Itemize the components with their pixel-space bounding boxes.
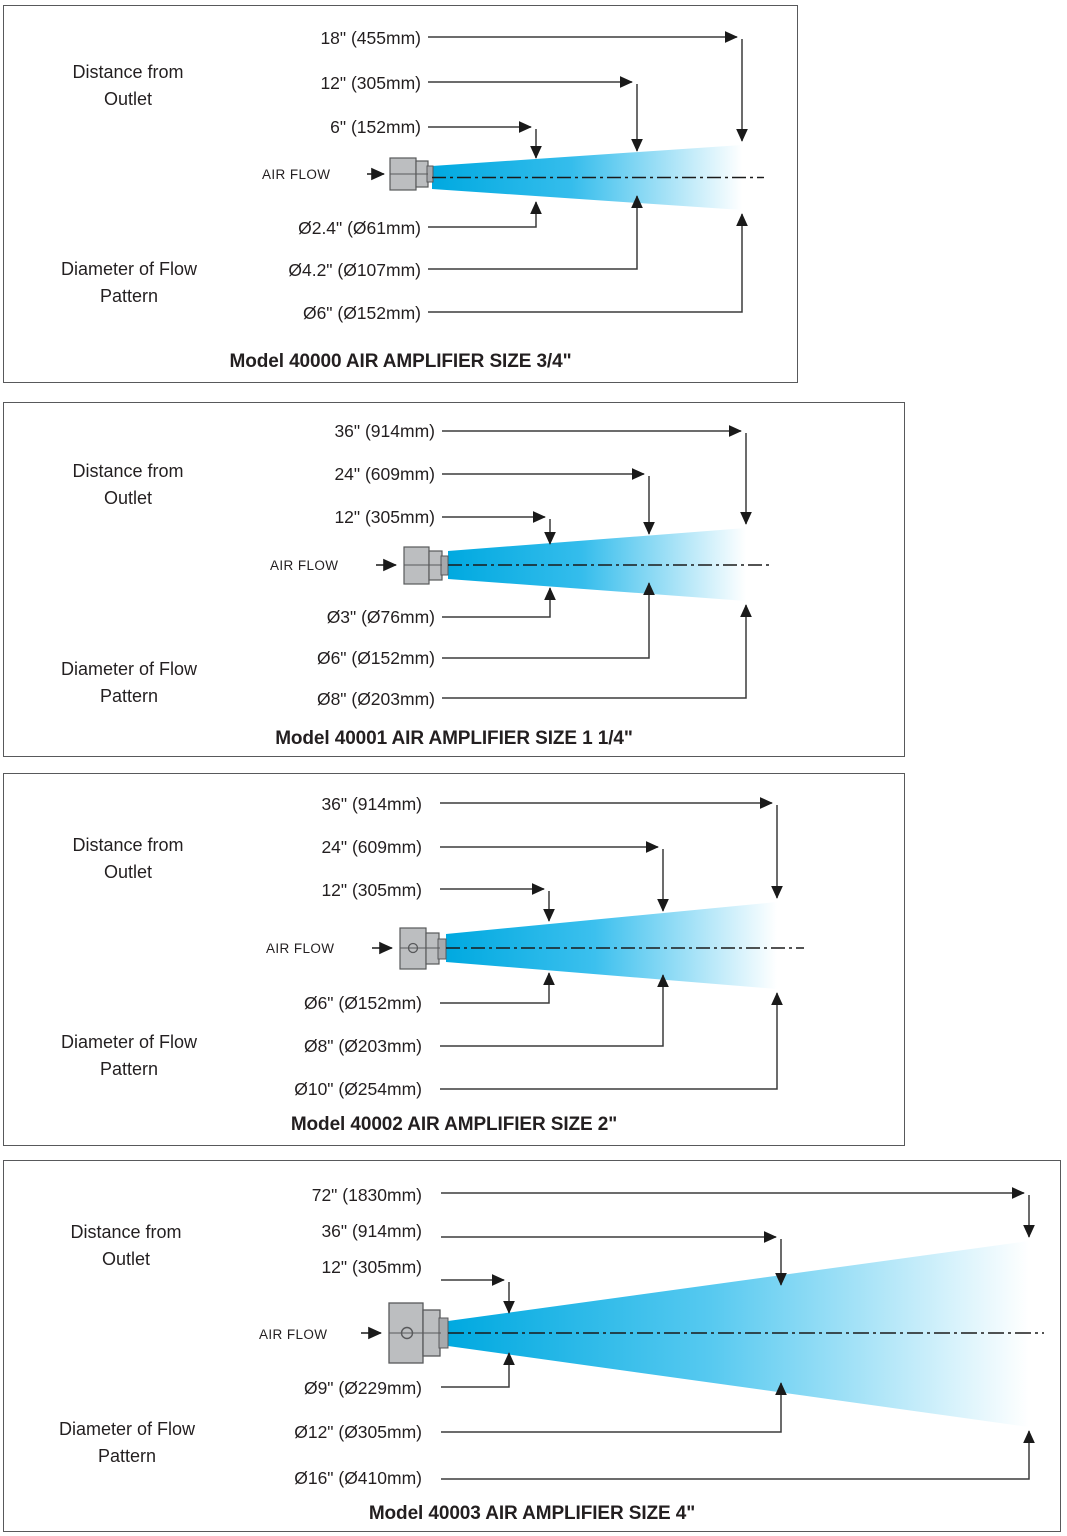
diameter-label-3: Ø6" (Ø152mm) (302, 303, 421, 323)
air-flow-plume (446, 902, 777, 989)
panel-2-drawing (376, 425, 770, 699)
group-label-distance: Distance from Outlet (72, 62, 184, 109)
leader-diameter-3 (442, 604, 752, 699)
panel-title: Model 40003 AIR AMPLIFIER SIZE 4" (368, 1503, 696, 1524)
distance-label-1: 72" (1830mm) (311, 1185, 422, 1205)
distance-label-2: 24" (609mm) (334, 464, 435, 484)
air-amplifier-nozzle (389, 157, 434, 191)
diameter-label-3: Ø8" (Ø203mm) (316, 689, 435, 709)
panel-model-40003: Distance from Outlet Diameter of Flow Pa… (3, 1160, 1061, 1532)
group-label-diameter: Diameter of Flow Pattern (60, 659, 198, 706)
diameter-label-1: Ø2.4" (Ø61mm) (298, 218, 421, 238)
leader-diameter-3 (440, 992, 783, 1090)
diameter-label-1: Ø9" (Ø229mm) (303, 1378, 422, 1398)
group-label-diameter: Diameter of Flow Pattern (60, 1032, 198, 1079)
air-amplifier-nozzle (403, 546, 449, 585)
leader-diameter-3 (428, 213, 748, 313)
leader-diameter-1 (428, 201, 542, 228)
diameter-label-3: Ø16" (Ø410mm) (294, 1468, 422, 1488)
leader-diameter-1 (441, 1352, 515, 1388)
group-label-distance: Distance from Outlet (72, 835, 184, 882)
airflow-label: AIR FLOW (259, 1327, 328, 1342)
panel-4-drawing (361, 1187, 1044, 1480)
panel-3-drawing (372, 797, 804, 1090)
air-flow-plume (448, 1241, 1029, 1427)
air-flow-plume (448, 528, 746, 601)
distance-label-2: 36" (914mm) (321, 1221, 422, 1241)
diameter-label-2: Ø8" (Ø203mm) (303, 1036, 422, 1056)
panel-model-40000: Distance from Outlet Diameter of Flow Pa… (3, 5, 798, 383)
leader-diameter-2 (442, 582, 655, 659)
panel-model-40002: Distance from Outlet Diameter of Flow Pa… (3, 773, 905, 1146)
air-amplifier-nozzle (399, 927, 447, 970)
group-label-diameter: Diameter of Flow Pattern (58, 1419, 196, 1466)
leader-diameter-3 (441, 1430, 1035, 1480)
group-label-diameter: Diameter of Flow Pattern (60, 259, 198, 306)
distance-label-1: 18" (455mm) (320, 28, 421, 48)
group-label-distance: Distance from Outlet (70, 1222, 182, 1269)
leader-diameter-2 (441, 1382, 787, 1433)
air-amplifier-nozzle (388, 1302, 449, 1364)
panel-title: Model 40001 AIR AMPLIFIER SIZE 1 1/4" (275, 728, 633, 749)
distance-label-3: 6" (152mm) (330, 117, 421, 137)
panel-1-drawing (367, 31, 764, 313)
distance-label-2: 12" (305mm) (320, 73, 421, 93)
leader-diameter-2 (428, 195, 643, 270)
distance-label-3: 12" (305mm) (321, 1257, 422, 1277)
group-label-distance: Distance from Outlet (72, 461, 184, 508)
airflow-label: AIR FLOW (270, 558, 339, 573)
distance-label-1: 36" (914mm) (321, 794, 422, 814)
diameter-label-3: Ø10" (Ø254mm) (294, 1079, 422, 1099)
distance-label-2: 24" (609mm) (321, 837, 422, 857)
diameter-label-2: Ø6" (Ø152mm) (316, 648, 435, 668)
airflow-label: AIR FLOW (266, 941, 335, 956)
airflow-label: AIR FLOW (262, 167, 331, 182)
panel-title: Model 40002 AIR AMPLIFIER SIZE 2" (290, 1114, 618, 1135)
panel-model-40001: Distance from Outlet Diameter of Flow Pa… (3, 402, 905, 757)
diameter-label-2: Ø4.2" (Ø107mm) (288, 260, 421, 280)
distance-label-3: 12" (305mm) (334, 507, 435, 527)
diameter-label-1: Ø6" (Ø152mm) (303, 993, 422, 1013)
leader-diameter-1 (442, 587, 556, 618)
distance-label-1: 36" (914mm) (334, 421, 435, 441)
leader-diameter-2 (440, 974, 669, 1047)
panel-title: Model 40000 AIR AMPLIFIER SIZE 3/4" (229, 351, 572, 372)
leader-diameter-1 (440, 972, 555, 1004)
diameter-label-1: Ø3" (Ø76mm) (326, 607, 435, 627)
diameter-label-2: Ø12" (Ø305mm) (294, 1422, 422, 1442)
distance-label-3: 12" (305mm) (321, 880, 422, 900)
